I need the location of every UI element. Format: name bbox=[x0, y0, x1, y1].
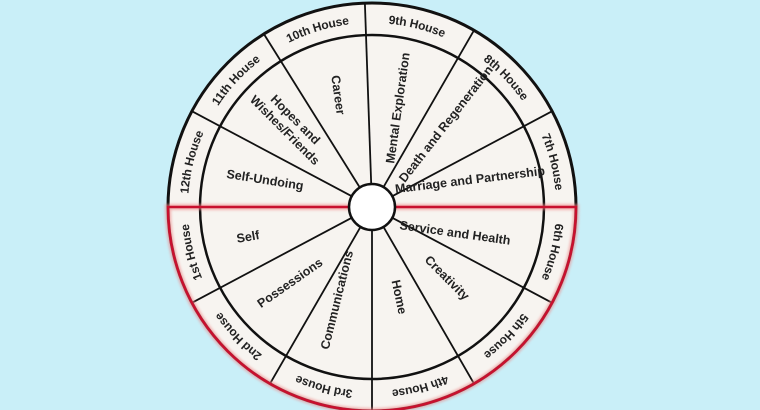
house-divider-line bbox=[391, 110, 553, 197]
lower-half-highlight bbox=[164, 204, 580, 410]
house-meaning-label: Self bbox=[235, 228, 261, 246]
house-divider-line bbox=[191, 217, 353, 304]
center-circle bbox=[347, 182, 397, 232]
house-divider-line bbox=[382, 29, 475, 188]
house-divider-line bbox=[363, 3, 373, 185]
house-divider-line bbox=[191, 110, 353, 197]
house-meaning-label: Career bbox=[328, 74, 347, 115]
house-divider-line bbox=[391, 217, 553, 304]
house-divider-line bbox=[263, 33, 361, 188]
house-divider-line bbox=[269, 226, 362, 385]
house-divider-line bbox=[382, 226, 475, 385]
